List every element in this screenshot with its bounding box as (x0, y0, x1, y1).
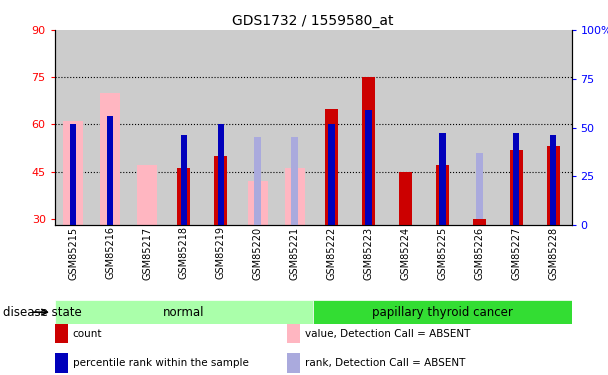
Bar (513, 134, 519, 225)
Bar (165, 30, 202, 225)
Bar (365, 110, 372, 225)
Bar (55, 30, 92, 225)
Bar (325, 109, 338, 225)
Bar (328, 124, 335, 225)
Bar (313, 30, 350, 225)
Bar (202, 30, 240, 225)
Bar (313, 300, 572, 324)
Bar (550, 135, 556, 225)
Bar (254, 137, 261, 225)
Bar (350, 30, 387, 225)
Bar (291, 137, 298, 225)
Bar (285, 168, 305, 225)
Bar (215, 156, 227, 225)
Bar (178, 168, 190, 225)
Bar (387, 30, 424, 225)
Title: GDS1732 / 1559580_at: GDS1732 / 1559580_at (232, 13, 394, 28)
Bar (92, 30, 128, 225)
Bar (362, 77, 375, 225)
Bar (247, 181, 268, 225)
Bar (476, 153, 483, 225)
Bar (287, 353, 300, 373)
Bar (534, 30, 572, 225)
Bar (461, 30, 498, 225)
Bar (240, 30, 276, 225)
Bar (276, 30, 313, 225)
Bar (218, 124, 224, 225)
Bar (399, 171, 412, 225)
Bar (510, 150, 523, 225)
Bar (181, 135, 187, 225)
Bar (473, 219, 486, 225)
Bar (439, 134, 446, 225)
Text: percentile rank within the sample: percentile rank within the sample (73, 358, 249, 368)
Bar (424, 30, 461, 225)
Bar (436, 165, 449, 225)
Bar (70, 124, 77, 225)
Bar (55, 324, 67, 344)
Text: disease state: disease state (3, 306, 82, 319)
Bar (100, 93, 120, 225)
Bar (63, 121, 83, 225)
Text: papillary thyroid cancer: papillary thyroid cancer (372, 306, 513, 319)
Bar (107, 116, 114, 225)
Text: rank, Detection Call = ABSENT: rank, Detection Call = ABSENT (305, 358, 466, 368)
Bar (287, 324, 300, 344)
Bar (137, 165, 157, 225)
Bar (55, 300, 313, 324)
Text: count: count (73, 328, 102, 339)
Bar (498, 30, 534, 225)
Text: value, Detection Call = ABSENT: value, Detection Call = ABSENT (305, 328, 471, 339)
Bar (128, 30, 165, 225)
Text: normal: normal (163, 306, 205, 319)
Bar (55, 353, 67, 373)
Bar (547, 146, 559, 225)
